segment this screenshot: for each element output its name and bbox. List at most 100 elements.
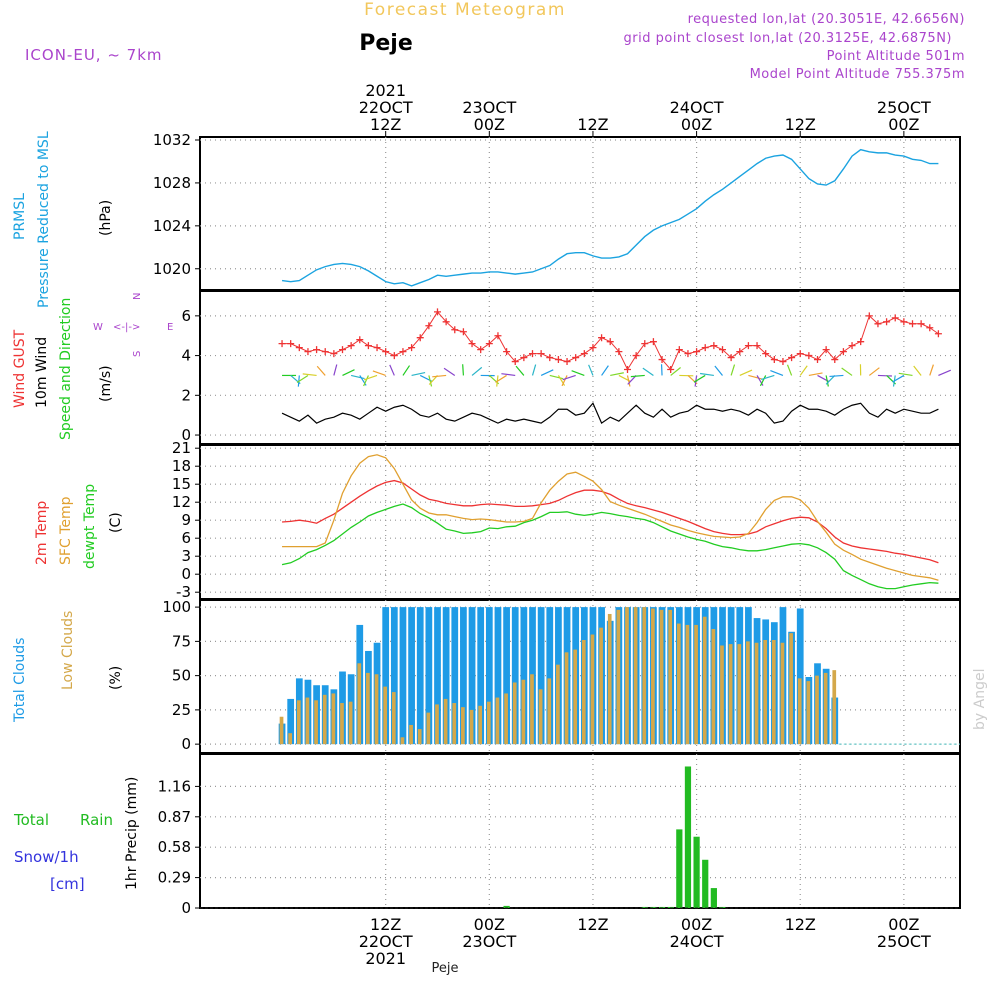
wind-direction-arrow: [626, 375, 631, 387]
wind-gust-point: [373, 344, 381, 352]
total-clouds-bar: [399, 607, 407, 745]
wind-gust-point: [425, 322, 433, 330]
wind-direction-arrow: [642, 367, 654, 376]
temp-sfc-label: SFC Temp: [58, 496, 74, 565]
watermark: by Angel: [972, 669, 988, 730]
y-tick-label: 9: [181, 511, 191, 529]
wind-gust-point: [416, 334, 424, 342]
wind-gust-point: [667, 365, 675, 373]
wind-direction-arrow: [471, 366, 483, 376]
low-clouds-bar: [573, 649, 578, 745]
temp-unit: (C): [108, 512, 124, 533]
low-clouds-bar: [789, 633, 793, 745]
wind-direction-arrow: [759, 375, 767, 387]
low-clouds-bar: [512, 682, 517, 745]
total-clouds-bar: [468, 607, 476, 745]
total-clouds-bar: [477, 607, 485, 745]
wind-gust-point: [684, 350, 692, 358]
wind-gust-point: [459, 328, 467, 336]
wind-gust-point: [390, 352, 398, 360]
y-tick-label: 0: [181, 426, 191, 444]
compass-north: N: [132, 293, 143, 300]
y-tick-label: -3: [176, 583, 191, 601]
low-clouds-label: Low Clouds: [60, 611, 76, 690]
wind-gust-point: [364, 342, 372, 350]
low-clouds-bar: [642, 607, 647, 745]
wind-direction-arrow: [938, 369, 952, 376]
wind-direction-arrow: [571, 370, 585, 377]
wind-gust-point: [934, 330, 942, 338]
top-time-tick-label: 00Z: [681, 115, 712, 134]
wind-direction-arrow: [892, 374, 905, 383]
low-clouds-bar: [340, 703, 344, 745]
low-clouds-bar: [607, 613, 612, 745]
y-tick-label: 25: [172, 701, 191, 719]
wind-direction-arrow: [730, 364, 736, 376]
total-clouds-bar: [408, 607, 415, 745]
wind-gust-point: [511, 358, 519, 366]
wind-gust-point: [589, 344, 597, 352]
wind-direction-arrow: [432, 374, 447, 378]
y-tick-label: 50: [172, 667, 191, 685]
wind-gust-point: [675, 346, 683, 354]
wind-gust-point: [814, 356, 821, 364]
wind-gust-point: [909, 320, 916, 328]
total-clouds-bar: [520, 607, 528, 745]
wind-gust-point: [770, 356, 778, 364]
low-clouds-bar: [685, 624, 690, 745]
wind-direction-arrow: [402, 365, 411, 376]
wind-gust-point: [701, 344, 709, 352]
low-clouds-bar: [314, 700, 318, 745]
low-clouds-bar: [599, 627, 603, 745]
wind-direction-arrow: [562, 374, 576, 381]
low-clouds-bar: [469, 709, 474, 745]
wind-unit: (m/s): [98, 365, 114, 402]
wind-direction-arrow: [630, 374, 645, 378]
wind-gust-point: [883, 318, 891, 326]
low-clouds-bar: [720, 645, 724, 745]
low-clouds-bar: [711, 629, 716, 745]
bottom-time-tick-label: 12Z: [370, 915, 401, 934]
bottom-time-tick-label: 24OCT: [670, 932, 724, 951]
y-tick-label: 1.16: [158, 777, 191, 795]
total-clouds-bar: [503, 607, 510, 745]
total-clouds-bar: [390, 607, 398, 745]
panel-frames: [199, 136, 961, 909]
wind-gust-point: [753, 342, 761, 350]
low-clouds-bar: [806, 681, 811, 745]
wind-gust-point: [822, 346, 830, 354]
wind-direction-arrow: [610, 372, 624, 377]
y-tick-label: 0.29: [158, 869, 191, 887]
low-clouds-bar: [676, 623, 681, 745]
bottom-time-tick-label: 22OCT: [359, 932, 413, 951]
wind-direction-arrow: [739, 369, 753, 376]
wind-gust-point: [857, 338, 865, 346]
y-tick-label: 0.87: [158, 808, 191, 826]
wind-direction-arrow: [929, 364, 934, 376]
wind-direction-arrow: [913, 365, 922, 376]
low-clouds-bar: [305, 697, 310, 745]
low-clouds-bar: [763, 640, 768, 745]
top-time-tick-label: 23OCT: [462, 98, 516, 117]
wind-gust-point: [796, 350, 804, 358]
wind-gust-point: [900, 318, 908, 326]
wind-direction-arrow: [693, 374, 706, 383]
low-clouds-bar: [366, 672, 370, 745]
pressure-label-long: Pressure Reduced to MSL: [36, 131, 52, 308]
y-tick-label: 0: [181, 899, 191, 917]
wind-direction-arrow: [868, 367, 880, 376]
wind-gust-point: [434, 308, 441, 316]
total-clouds-bar: [382, 607, 390, 745]
y-tick-label: 1020: [153, 260, 191, 278]
y-tick-label: 4: [181, 347, 191, 365]
total-clouds-bar: [494, 607, 502, 745]
compass-icon: W <-|-> E N S: [93, 293, 173, 357]
low-clouds-bar: [461, 707, 465, 745]
y-tick-label: 6: [181, 529, 191, 547]
low-clouds-bar: [426, 712, 431, 745]
wind-direction-arrow: [333, 364, 338, 376]
low-clouds-bar: [823, 672, 828, 745]
wind-direction-arrow: [411, 371, 426, 377]
wind-direction-arrow: [428, 375, 433, 387]
y-tick-label: 2: [181, 386, 191, 404]
